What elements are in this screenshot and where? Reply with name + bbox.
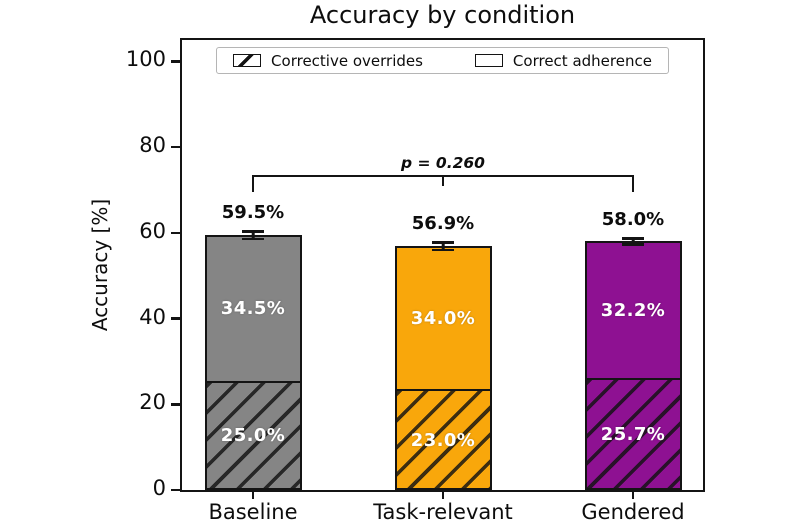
segment-value-label: 32.2% xyxy=(600,299,666,321)
y-axis-tick-label: 20 xyxy=(139,390,166,415)
bar-total-label: 58.0% xyxy=(601,209,665,230)
x-axis-tick-label: Baseline xyxy=(208,500,298,524)
error-bar-cap xyxy=(242,237,264,241)
error-bar-stem xyxy=(251,230,255,240)
error-bar-cap xyxy=(432,248,454,252)
p-value-annotation: p = 0.260 xyxy=(401,154,485,173)
y-axis-tick xyxy=(171,145,180,149)
y-axis-tick xyxy=(171,488,180,492)
error-bar-stem xyxy=(441,241,445,251)
segment-value-label: 25.0% xyxy=(220,425,286,447)
segment-value-label: 34.0% xyxy=(410,307,476,329)
segment-value-label: 23.0% xyxy=(410,429,476,451)
significance-bracket-tick xyxy=(251,174,255,192)
error-bar-cap xyxy=(242,229,264,233)
y-axis-tick-label: 60 xyxy=(139,218,166,243)
y-axis-tick xyxy=(171,402,180,406)
plain-swatch-icon xyxy=(474,54,503,67)
x-axis-tick-label: Task-relevant xyxy=(373,500,513,524)
segment-corrective-overrides xyxy=(586,377,680,488)
x-axis-tick-label: Gendered xyxy=(581,500,685,524)
legend-item-label: Corrective overrides xyxy=(271,51,423,70)
segment-value-label: 25.7% xyxy=(600,423,666,445)
legend-item-correct-adherence: Correct adherence xyxy=(474,51,652,70)
bar-task-relevant: 23.0% 34.0% xyxy=(394,246,492,490)
hatched-swatch-icon xyxy=(233,54,262,67)
error-bar-cap xyxy=(622,243,644,246)
error-bar-cap xyxy=(622,237,644,240)
bar-total-label: 59.5% xyxy=(221,201,285,223)
chart-title: Accuracy by condition xyxy=(309,1,576,29)
legend-item-corrective-overrides: Corrective overrides xyxy=(233,52,423,70)
x-axis-tick xyxy=(441,492,445,499)
y-axis-tick xyxy=(171,231,180,235)
segment-corrective-overrides xyxy=(206,380,300,488)
significance-bracket-tick xyxy=(631,174,635,192)
significance-bracket-tick xyxy=(441,174,445,186)
bar-total-label: 56.9% xyxy=(411,212,475,234)
plot-area: Corrective overrides Correct adherence p … xyxy=(180,38,705,492)
y-axis-tick xyxy=(171,60,180,63)
y-axis-tick xyxy=(171,317,180,320)
y-axis-tick-label: 40 xyxy=(139,304,166,329)
error-bar xyxy=(242,229,264,241)
segment-value-label: 34.5% xyxy=(220,297,286,319)
bar-baseline: 25.0% 34.5% xyxy=(204,235,302,490)
segment-corrective-overrides xyxy=(396,389,490,488)
legend: Corrective overrides Correct adherence xyxy=(216,47,669,74)
error-bar-stem xyxy=(631,238,635,245)
error-bar xyxy=(432,240,454,252)
x-axis-tick xyxy=(631,492,635,499)
y-axis-tick-label: 0 xyxy=(152,476,166,500)
y-axis-tick-label: 80 xyxy=(139,133,166,158)
error-bar xyxy=(622,237,644,246)
y-axis-tick-label: 100 xyxy=(125,47,166,72)
bar-gendered: 25.7% 32.2% xyxy=(584,241,682,490)
x-axis-tick xyxy=(251,492,255,499)
legend-item-label: Correct adherence xyxy=(512,51,652,70)
error-bar-cap xyxy=(432,240,454,244)
